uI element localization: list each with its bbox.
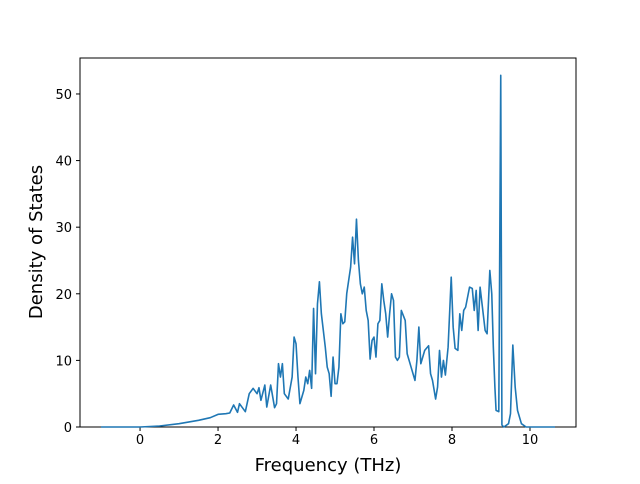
x-tick-label: 10 (522, 433, 539, 448)
x-tick-label: 8 (448, 433, 456, 448)
x-axis-label: Frequency (THz) (255, 455, 402, 476)
x-tick-label: 2 (214, 433, 222, 448)
y-tick-label: 0 (64, 421, 72, 436)
x-tick-label: 4 (292, 433, 300, 448)
x-tick-label: 6 (370, 433, 378, 448)
y-tick-label: 50 (55, 88, 72, 103)
y-tick-label: 20 (55, 288, 72, 303)
y-tick-label: 30 (55, 221, 72, 236)
y-tick-label: 10 (55, 354, 72, 369)
y-axis-label: Density of States (26, 165, 47, 319)
x-tick-label: 0 (136, 433, 144, 448)
y-tick-label: 40 (55, 155, 72, 170)
data-line (101, 74, 555, 428)
plot-frame (79, 57, 577, 428)
